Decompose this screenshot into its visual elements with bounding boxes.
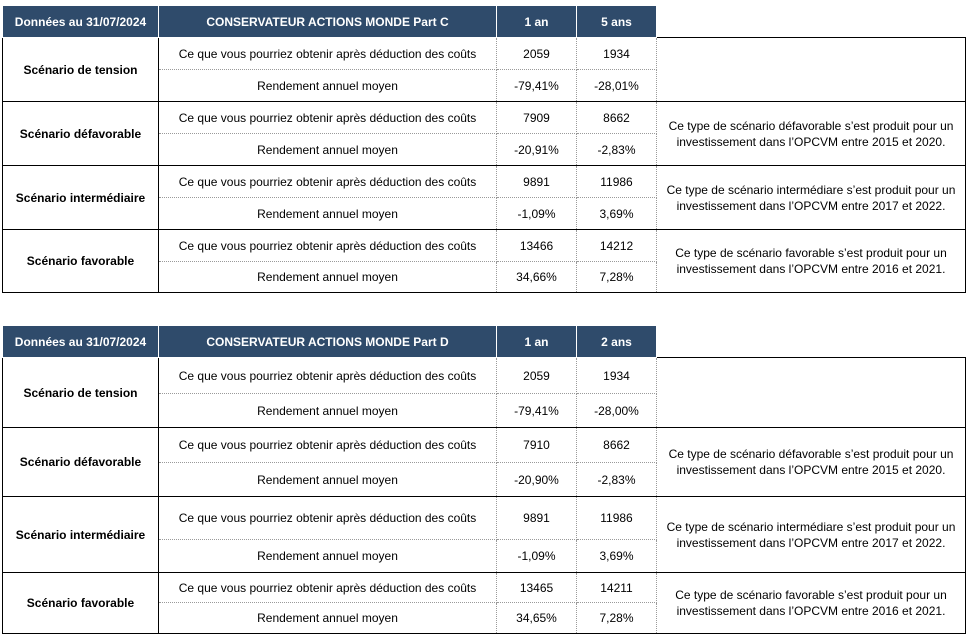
value-cell: 14212 [576, 229, 657, 262]
table-row: Scénario intermédiaire Ce que vous pourr… [2, 496, 966, 573]
value-cell: 34,65% [496, 602, 577, 634]
scenario-note: Ce type de scénario intermédiare s’est p… [656, 496, 966, 573]
table-row: Rendement annuel moyen -79,41% -28,01% [3, 69, 966, 102]
value-cell: -2,83% [576, 462, 657, 497]
scenario-label: Scénario de tension [2, 357, 159, 428]
value-cell: 13465 [496, 572, 577, 603]
scenario-label: Scénario défavorable [2, 101, 159, 166]
scenario-note: Ce type de scénario défavorable s’est pr… [656, 101, 966, 166]
value-cell: 2059 [496, 37, 577, 70]
period-1-header: 1 an [496, 325, 577, 358]
value-cell: 9891 [496, 165, 577, 198]
table-row: Rendement annuel moyen 34,66% 7,28% [3, 261, 966, 293]
value-cell: 1934 [576, 37, 657, 70]
value-cell: -79,41% [496, 69, 577, 102]
period-2-header: 5 ans [576, 5, 657, 38]
value-cell: 11986 [576, 496, 657, 540]
table-row: Rendement annuel moyen 34,65% 7,28% [3, 602, 966, 634]
row-label-return: Rendement annuel moyen [158, 393, 497, 428]
value-cell: -28,00% [576, 393, 657, 428]
table-row: Scénario de tension Ce que vous pourriez… [2, 37, 966, 102]
value-cell: 7909 [496, 101, 577, 134]
table-row: Scénario défavorable Ce que vous pourrie… [2, 427, 966, 497]
table-row: Scénario favorable Ce que vous pourriez … [2, 229, 966, 293]
value-cell: -20,91% [496, 133, 577, 166]
table-row: Scénario de tension Ce que vous pourriez… [2, 357, 966, 428]
table-row: Scénario favorable Ce que vous pourriez … [2, 572, 966, 634]
fund-header: CONSERVATEUR ACTIONS MONDE Part C [158, 5, 497, 38]
scenario-note: Ce type de scénario défavorable s’est pr… [656, 427, 966, 497]
row-label-return: Rendement annuel moyen [158, 197, 497, 230]
value-cell: 11986 [576, 165, 657, 198]
row-label-return: Rendement annuel moyen [158, 462, 497, 497]
table-row: Rendement annuel moyen -1,09% 3,69% [3, 197, 966, 230]
scenario-note: Ce type de scénario favorable s’est prod… [656, 229, 966, 293]
row-label-amount: Ce que vous pourriez obtenir après déduc… [158, 572, 497, 603]
scenario-label: Scénario de tension [2, 37, 159, 102]
value-cell: 1934 [576, 357, 657, 394]
value-cell: 3,69% [576, 539, 657, 573]
period-1-header: 1 an [496, 5, 577, 38]
value-cell: -20,90% [496, 462, 577, 497]
header-spacer [656, 325, 966, 358]
table-row: Scénario défavorable Ce que vous pourrie… [2, 101, 966, 166]
scenario-label: Scénario intermédiaire [2, 165, 159, 230]
scenario-note: Ce type de scénario favorable s’est prod… [656, 572, 966, 634]
table-row: Rendement annuel moyen -1,09% 3,69% [3, 539, 966, 573]
value-cell: -2,83% [576, 133, 657, 166]
row-label-amount: Ce que vous pourriez obtenir après déduc… [158, 165, 497, 198]
value-cell: 8662 [576, 427, 657, 463]
row-label-amount: Ce que vous pourriez obtenir après déduc… [158, 229, 497, 262]
scenario-label: Scénario défavorable [2, 427, 159, 497]
table-row: Rendement annuel moyen -20,91% -2,83% [3, 133, 966, 166]
row-label-return: Rendement annuel moyen [158, 69, 497, 102]
scenario-table-part-d: Données au 31/07/2024 CONSERVATEUR ACTIO… [2, 325, 966, 634]
value-cell: 14211 [576, 572, 657, 603]
table-header-row: Données au 31/07/2024 CONSERVATEUR ACTIO… [2, 325, 966, 358]
table-row: Scénario intermédiaire Ce que vous pourr… [2, 165, 966, 230]
row-label-amount: Ce que vous pourriez obtenir après déduc… [158, 496, 497, 540]
value-cell: 3,69% [576, 197, 657, 230]
table-row: Rendement annuel moyen -20,90% -2,83% [3, 462, 966, 497]
row-label-return: Rendement annuel moyen [158, 261, 497, 293]
value-cell: 9891 [496, 496, 577, 540]
value-cell: 8662 [576, 101, 657, 134]
value-cell: 7,28% [576, 261, 657, 293]
row-label-amount: Ce que vous pourriez obtenir après déduc… [158, 101, 497, 134]
table-row: Rendement annuel moyen -79,41% -28,00% [3, 393, 966, 428]
row-label-amount: Ce que vous pourriez obtenir après déduc… [158, 357, 497, 394]
fund-header: CONSERVATEUR ACTIONS MONDE Part D [158, 325, 497, 358]
scenario-note [656, 357, 966, 428]
period-2-header: 2 ans [576, 325, 657, 358]
scenario-label: Scénario intermédiaire [2, 496, 159, 573]
value-cell: -28,01% [576, 69, 657, 102]
value-cell: -79,41% [496, 393, 577, 428]
value-cell: -1,09% [496, 197, 577, 230]
row-label-amount: Ce que vous pourriez obtenir après déduc… [158, 427, 497, 463]
row-label-amount: Ce que vous pourriez obtenir après déduc… [158, 37, 497, 70]
scenario-note: Ce type de scénario intermédiare s’est p… [656, 165, 966, 230]
value-cell: 13466 [496, 229, 577, 262]
table-header-row: Données au 31/07/2024 CONSERVATEUR ACTIO… [2, 5, 966, 38]
row-label-return: Rendement annuel moyen [158, 602, 497, 634]
header-spacer [656, 5, 966, 38]
row-label-return: Rendement annuel moyen [158, 539, 497, 573]
value-cell: 7,28% [576, 602, 657, 634]
date-header: Données au 31/07/2024 [2, 325, 159, 358]
value-cell: 34,66% [496, 261, 577, 293]
value-cell: 7910 [496, 427, 577, 463]
scenario-label: Scénario favorable [2, 572, 159, 634]
value-cell: 2059 [496, 357, 577, 394]
scenario-note [656, 37, 966, 102]
row-label-return: Rendement annuel moyen [158, 133, 497, 166]
scenario-label: Scénario favorable [2, 229, 159, 293]
date-header: Données au 31/07/2024 [2, 5, 159, 38]
value-cell: -1,09% [496, 539, 577, 573]
scenario-table-part-c: Données au 31/07/2024 CONSERVATEUR ACTIO… [2, 5, 966, 293]
